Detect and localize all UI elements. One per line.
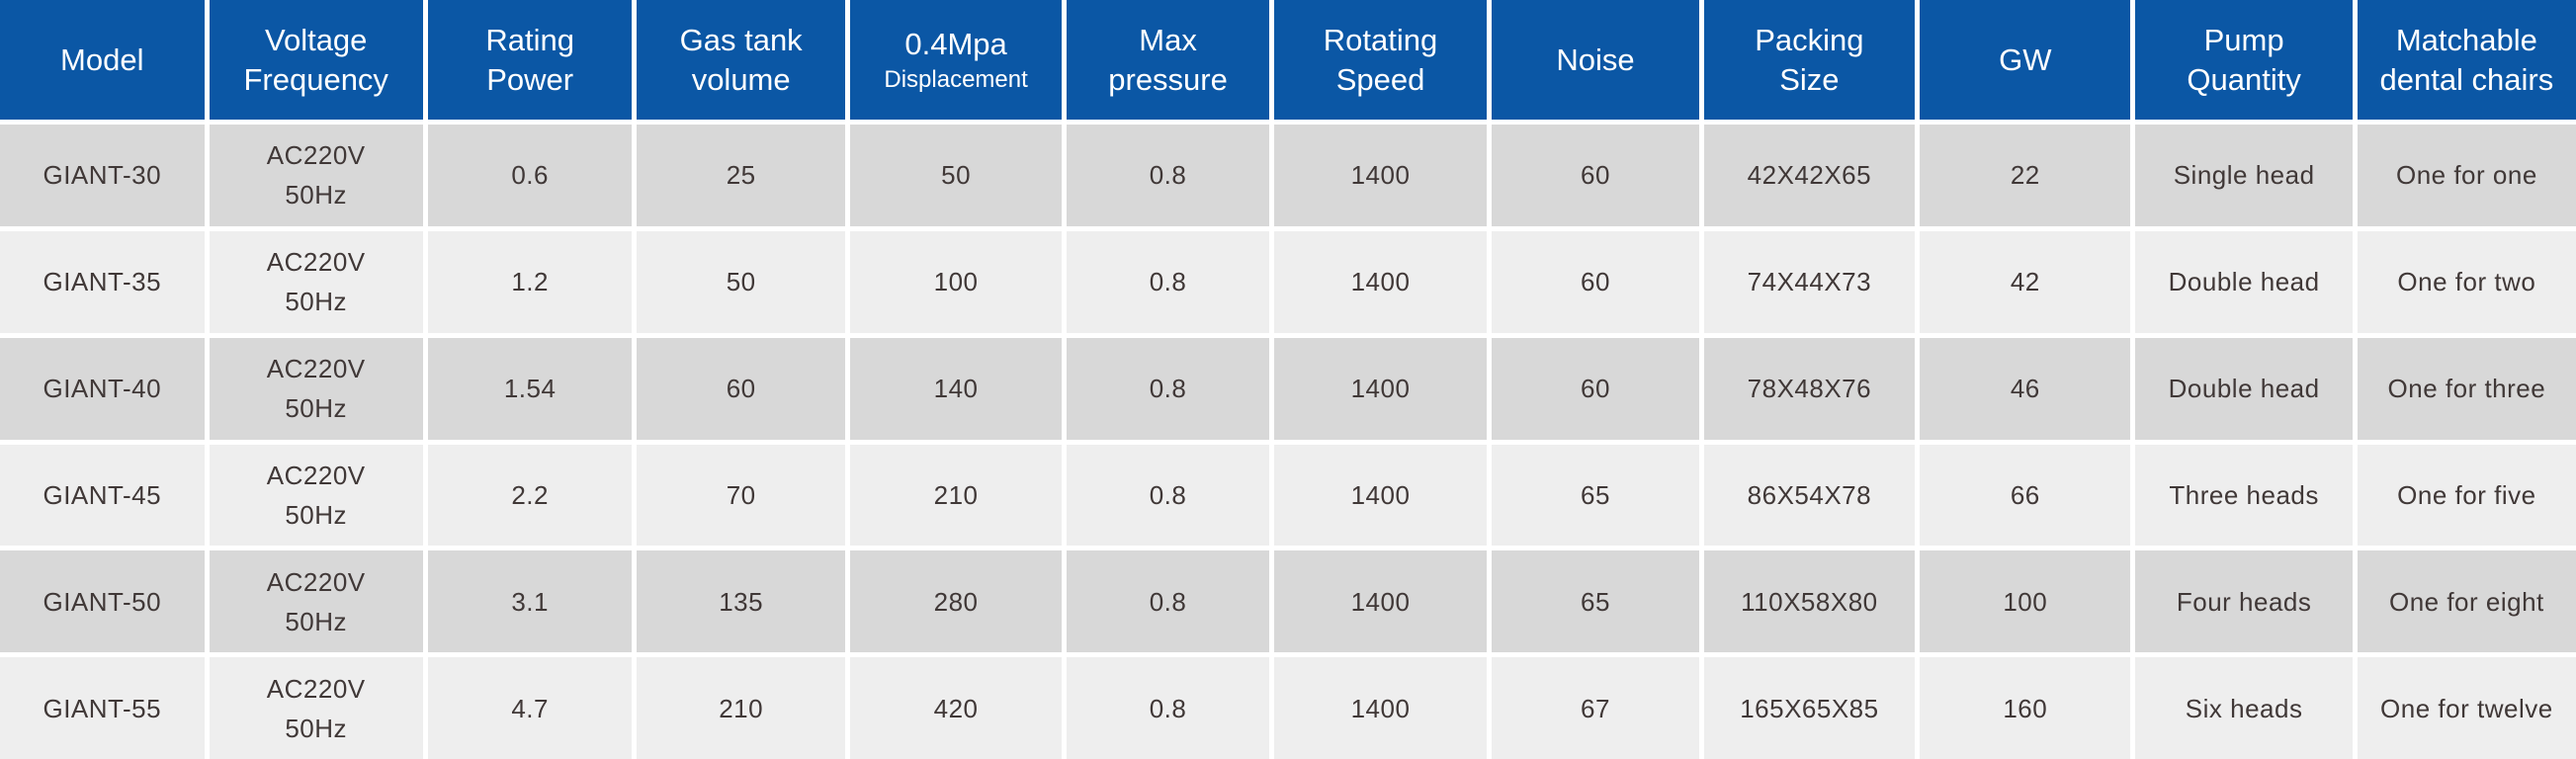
- header-cell-gw: GW: [1920, 0, 2131, 120]
- cell-gas-tank-volume: 25: [637, 125, 845, 226]
- cell-pump-quantity: Single head: [2135, 125, 2353, 226]
- cell-rating-power: 0.6: [427, 125, 633, 226]
- cell-gas-tank-volume: 50: [637, 230, 845, 333]
- cell-pump-quantity: Four heads: [2135, 550, 2353, 653]
- cell-displacement: 140: [849, 337, 1063, 440]
- cell-pump-quantity: Three heads: [2135, 444, 2353, 547]
- cell-max-pressure: 0.8: [1067, 230, 1269, 333]
- header-label: Pump Quantity: [2187, 22, 2301, 97]
- cell-gas-tank-volume: 60: [637, 337, 845, 440]
- cell-pump-quantity: Double head: [2135, 337, 2353, 440]
- cell-voltage-frequency: AC220V 50Hz: [209, 230, 423, 333]
- cell-gw: 160: [1920, 657, 2131, 759]
- header-cell-noise: Noise: [1492, 0, 1699, 120]
- header-label: Voltage Frequency: [243, 22, 388, 97]
- cell-displacement: 210: [849, 444, 1063, 547]
- cell-matchable-dental-chairs: One for one: [2357, 125, 2576, 226]
- cell-gas-tank-volume: 135: [637, 550, 845, 653]
- cell-displacement: 280: [849, 550, 1063, 653]
- cell-packing-size: 165X65X85: [1703, 657, 1916, 759]
- cell-rating-power: 1.54: [427, 337, 633, 440]
- cell-voltage-frequency: AC220V 50Hz: [209, 444, 423, 547]
- cell-packing-size: 110X58X80: [1703, 550, 1916, 653]
- cell-max-pressure: 0.8: [1067, 550, 1269, 653]
- cell-pump-quantity: Double head: [2135, 230, 2353, 333]
- cell-pump-quantity: Six heads: [2135, 657, 2353, 759]
- cell-displacement: 100: [849, 230, 1063, 333]
- header-cell-gas-tank-volume: Gas tank volume: [637, 0, 845, 120]
- header-cell-rating-power: Rating Power: [427, 0, 633, 120]
- cell-gw: 42: [1920, 230, 2131, 333]
- cell-displacement: 420: [849, 657, 1063, 759]
- cell-matchable-dental-chairs: One for eight: [2357, 550, 2576, 653]
- cell-gw: 66: [1920, 444, 2131, 547]
- cell-noise: 67: [1492, 657, 1699, 759]
- header-label: Noise: [1556, 42, 1635, 77]
- cell-gw: 100: [1920, 550, 2131, 653]
- cell-voltage-frequency: AC220V 50Hz: [209, 550, 423, 653]
- cell-voltage-frequency: AC220V 50Hz: [209, 125, 423, 226]
- cell-model: GIANT-30: [0, 125, 205, 226]
- header-label: Rating Power: [485, 22, 574, 97]
- cell-rotating-speed: 1400: [1273, 337, 1488, 440]
- header-label: 0.4Mpa: [904, 26, 1007, 61]
- cell-model: GIANT-50: [0, 550, 205, 653]
- cell-noise: 65: [1492, 444, 1699, 547]
- header-cell-matchable-dental-chairs: Matchable dental chairs: [2357, 0, 2576, 120]
- cell-voltage-frequency: AC220V 50Hz: [209, 337, 423, 440]
- header-label: Max pressure: [1108, 22, 1228, 97]
- header-label: Matchable dental chairs: [2379, 22, 2554, 97]
- cell-displacement: 50: [849, 125, 1063, 226]
- cell-rating-power: 3.1: [427, 550, 633, 653]
- header-sublabel: Displacement: [884, 65, 1028, 93]
- header-cell-packing-size: Packing Size: [1703, 0, 1916, 120]
- cell-noise: 60: [1492, 125, 1699, 226]
- cell-matchable-dental-chairs: One for five: [2357, 444, 2576, 547]
- cell-noise: 60: [1492, 230, 1699, 333]
- header-cell-model: Model: [0, 0, 205, 120]
- header-cell-voltage-frequency: Voltage Frequency: [209, 0, 423, 120]
- cell-gw: 46: [1920, 337, 2131, 440]
- cell-rotating-speed: 1400: [1273, 444, 1488, 547]
- cell-packing-size: 42X42X65: [1703, 125, 1916, 226]
- header-cell-max-pressure: Max pressure: [1067, 0, 1269, 120]
- header-cell-displacement: 0.4Mpa Displacement: [849, 0, 1063, 120]
- cell-model: GIANT-35: [0, 230, 205, 333]
- header-label: Packing Size: [1755, 22, 1864, 97]
- cell-rotating-speed: 1400: [1273, 125, 1488, 226]
- header-cell-pump-quantity: Pump Quantity: [2135, 0, 2353, 120]
- cell-max-pressure: 0.8: [1067, 657, 1269, 759]
- header-cell-rotating-speed: Rotating Speed: [1273, 0, 1488, 120]
- cell-rating-power: 1.2: [427, 230, 633, 333]
- cell-max-pressure: 0.8: [1067, 337, 1269, 440]
- cell-noise: 60: [1492, 337, 1699, 440]
- cell-model: GIANT-45: [0, 444, 205, 547]
- cell-packing-size: 86X54X78: [1703, 444, 1916, 547]
- cell-rating-power: 2.2: [427, 444, 633, 547]
- cell-max-pressure: 0.8: [1067, 125, 1269, 226]
- cell-matchable-dental-chairs: One for twelve: [2357, 657, 2576, 759]
- cell-rating-power: 4.7: [427, 657, 633, 759]
- cell-matchable-dental-chairs: One for two: [2357, 230, 2576, 333]
- cell-voltage-frequency: AC220V 50Hz: [209, 657, 423, 759]
- header-label: Gas tank volume: [679, 22, 803, 97]
- cell-gw: 22: [1920, 125, 2131, 226]
- header-label: Rotating Speed: [1323, 22, 1438, 97]
- cell-matchable-dental-chairs: One for three: [2357, 337, 2576, 440]
- cell-rotating-speed: 1400: [1273, 657, 1488, 759]
- cell-packing-size: 74X44X73: [1703, 230, 1916, 333]
- header-label: GW: [1999, 42, 2052, 77]
- cell-model: GIANT-55: [0, 657, 205, 759]
- cell-noise: 65: [1492, 550, 1699, 653]
- cell-rotating-speed: 1400: [1273, 230, 1488, 333]
- cell-model: GIANT-40: [0, 337, 205, 440]
- cell-gas-tank-volume: 70: [637, 444, 845, 547]
- cell-rotating-speed: 1400: [1273, 550, 1488, 653]
- header-label: Model: [60, 42, 144, 77]
- cell-max-pressure: 0.8: [1067, 444, 1269, 547]
- cell-gas-tank-volume: 210: [637, 657, 845, 759]
- cell-packing-size: 78X48X76: [1703, 337, 1916, 440]
